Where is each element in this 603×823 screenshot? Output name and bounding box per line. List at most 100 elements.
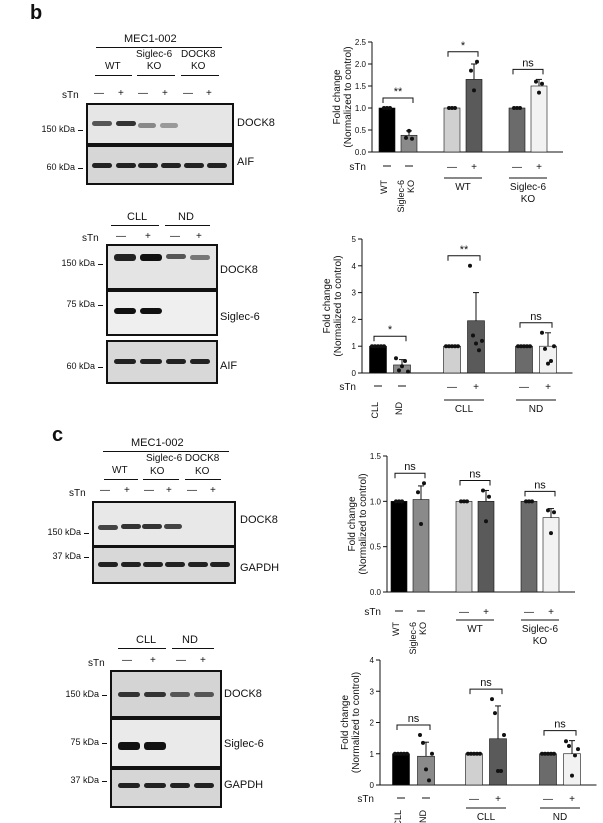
blot-gapdh <box>92 546 236 584</box>
protein-gapdh: GAPDH <box>224 779 264 791</box>
y-tick-label: 1.0 <box>370 497 382 506</box>
blot-aif-cll <box>106 340 218 384</box>
data-point <box>573 753 577 758</box>
data-point <box>400 499 404 504</box>
stn-sign: + <box>473 382 479 393</box>
y-tick-label: 3 <box>352 289 357 298</box>
significance-bracket <box>519 322 553 328</box>
y-axis-label: (Normalized to control) <box>333 255 344 356</box>
data-point <box>450 344 454 349</box>
stn-sign: + <box>545 382 551 393</box>
data-point <box>382 106 386 110</box>
data-point <box>564 739 568 744</box>
group-cll: CLL <box>136 634 157 646</box>
blot-gapdh-cll <box>110 768 222 808</box>
significance-bracket <box>396 724 431 730</box>
data-point <box>493 711 497 716</box>
data-point <box>406 369 410 374</box>
significance-label: * <box>461 40 466 52</box>
data-point <box>543 751 547 756</box>
significance-label: ** <box>460 244 469 256</box>
significance-label: ** <box>394 86 403 98</box>
data-point <box>525 344 529 349</box>
data-point <box>576 747 580 752</box>
stn-sign: + <box>162 88 168 99</box>
data-point <box>427 778 431 783</box>
stn-sign: — <box>519 382 529 393</box>
significance-bracket <box>512 68 544 75</box>
bar <box>515 345 533 374</box>
data-point <box>469 68 473 73</box>
stn-sign: + <box>569 794 575 805</box>
bar <box>369 345 387 374</box>
protein-aif: AIF <box>237 156 255 168</box>
bar <box>392 753 410 786</box>
stn-sign: — <box>447 382 457 393</box>
data-point <box>424 767 428 772</box>
data-point <box>459 499 463 504</box>
group-label: WT <box>467 624 483 635</box>
y-tick-label: 5 <box>352 235 357 244</box>
category-label: CLL <box>393 810 403 823</box>
stn-sign: + <box>166 485 172 496</box>
data-point <box>466 751 470 756</box>
group-siglec6-ko: Siglec-6 KO <box>136 49 173 72</box>
bar <box>542 517 560 593</box>
bar <box>412 499 430 593</box>
data-point <box>524 499 528 504</box>
bar <box>539 753 557 786</box>
stn-sign: + <box>145 231 151 242</box>
data-point <box>549 751 553 756</box>
data-point <box>570 773 574 778</box>
mec-title: MEC1-002 <box>124 33 177 45</box>
y-tick-label: 1.5 <box>355 82 367 91</box>
significance-bracket <box>543 730 577 736</box>
group-label: Siglec-6 <box>510 182 547 193</box>
panel-label-c: c <box>52 424 64 446</box>
category-label: Siglec-6 <box>396 180 406 213</box>
y-tick-label: 0.0 <box>355 148 367 157</box>
mw-60: 60 kDa <box>46 162 75 172</box>
protein-dock8: DOCK8 <box>224 688 262 700</box>
panel-label-b: b <box>30 2 43 24</box>
data-point <box>519 344 523 349</box>
data-point <box>399 751 403 756</box>
stn-sign: — <box>524 607 534 618</box>
data-point <box>515 106 519 110</box>
category-label: ND <box>418 810 428 823</box>
blot-dock8 <box>92 501 236 547</box>
bar <box>455 501 473 593</box>
data-point <box>405 751 409 756</box>
y-tick-label: 0.5 <box>370 543 382 552</box>
y-tick-label: 0.5 <box>355 126 367 135</box>
stn-sign: — <box>543 794 553 805</box>
data-point <box>469 751 473 756</box>
data-point <box>499 768 503 773</box>
data-point <box>421 740 425 745</box>
data-point <box>472 751 476 756</box>
stn-sign: — <box>100 485 110 496</box>
data-point <box>546 508 550 513</box>
y-tick-label: 2.5 <box>355 38 367 47</box>
mw-37: 37 kDa <box>52 551 81 561</box>
data-point <box>552 510 556 515</box>
stn-sign: + <box>471 162 477 173</box>
data-point <box>379 344 383 349</box>
data-point <box>376 344 380 349</box>
protein-siglec6: Siglec-6 <box>220 311 260 323</box>
data-point <box>549 531 553 536</box>
stn-sign: + <box>483 607 489 618</box>
data-point <box>447 344 451 349</box>
stn-sign: + <box>196 231 202 242</box>
bar <box>390 501 408 593</box>
mw-75: 75 kDa <box>66 299 95 309</box>
stn-sign: + <box>548 607 554 618</box>
stn-label: sTn <box>62 90 79 101</box>
data-point <box>422 481 426 486</box>
stn-label: sTn <box>88 658 105 669</box>
stn-sign: — <box>183 88 193 99</box>
significance-label: ns <box>480 677 492 689</box>
blot-aif <box>86 145 234 185</box>
data-point <box>456 344 460 349</box>
mw-150: 150 kDa <box>41 124 75 134</box>
